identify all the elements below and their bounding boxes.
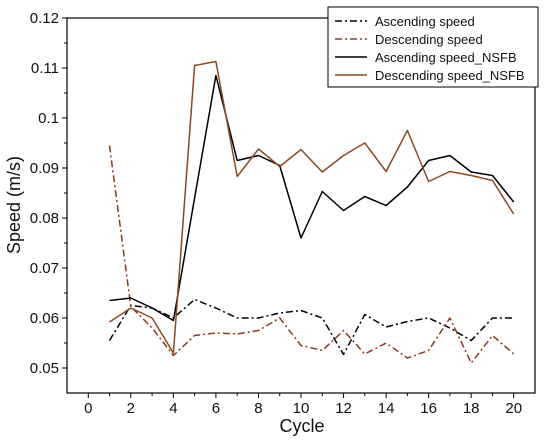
x-tick-label: 4 xyxy=(169,400,177,417)
legend-box xyxy=(327,6,539,88)
series-line-2 xyxy=(108,145,515,364)
legend-label-4: Descending speed_NSFB xyxy=(375,68,525,83)
y-tick-label: 0.05 xyxy=(30,360,59,377)
legend: Ascending speed Descending speed Ascending… xyxy=(327,6,539,88)
y-axis-title: Speed (m/s) xyxy=(4,156,24,254)
axis-ticks: 0 2 4 6 8 10 12 14 16 18 20 0.05 0.06 0.07 0.08 0.09 0.1… xyxy=(30,10,522,417)
series-lines xyxy=(108,60,515,364)
x-tick-label: 10 xyxy=(293,400,310,417)
y-tick-label: 0.1 xyxy=(38,110,59,127)
x-tick-label: 14 xyxy=(378,400,395,417)
series-line-4 xyxy=(109,60,515,354)
legend-label-2: Descending speed xyxy=(375,32,483,47)
y-tick-label: 0.06 xyxy=(30,310,59,327)
y-tick-label: 0.09 xyxy=(30,160,59,177)
x-tick-label: 18 xyxy=(463,400,480,417)
x-tick-label: 2 xyxy=(127,400,135,417)
x-tick-label: 16 xyxy=(420,400,437,417)
series-line-3 xyxy=(109,74,515,322)
legend-label-3: Ascending speed_NSFB xyxy=(375,50,517,65)
y-tick-label: 0.07 xyxy=(30,260,59,277)
x-tick-label: 12 xyxy=(335,400,352,417)
x-tick-label: 8 xyxy=(254,400,262,417)
y-tick-label: 0.11 xyxy=(31,60,59,77)
y-tick-label: 0.08 xyxy=(30,210,59,227)
y-tick-label: 0.12 xyxy=(30,10,59,27)
x-tick-label: 6 xyxy=(212,400,220,417)
legend-label-1: Ascending speed xyxy=(375,14,475,29)
x-tick-label: 20 xyxy=(505,400,522,417)
x-axis-title: Cycle xyxy=(279,416,324,436)
x-tick-label: 0 xyxy=(84,400,92,417)
